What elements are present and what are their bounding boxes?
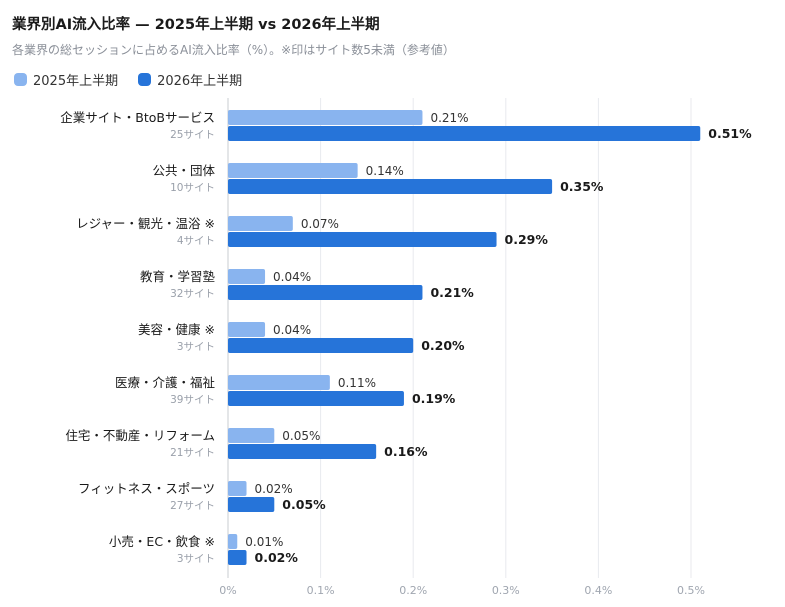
x-tick-label: 0% — [219, 584, 236, 597]
value-label-2026: 0.20% — [421, 338, 465, 353]
site-count-label: 32サイト — [170, 288, 215, 300]
value-label-2026: 0.51% — [708, 126, 752, 141]
category-label: 公共・団体 — [152, 163, 215, 178]
bar-2025[interactable] — [228, 481, 247, 496]
bar-2026[interactable] — [228, 179, 553, 194]
legend: 2025年上半期 2026年上半期 — [14, 70, 262, 89]
chart-title: 業界別AI流入比率 — 2025年上半期 vs 2026年上半期 — [12, 17, 380, 33]
bar-2026[interactable] — [228, 338, 414, 353]
bar-2025[interactable] — [228, 216, 293, 231]
x-tick-label: 0.3% — [492, 584, 520, 597]
site-count-label: 25サイト — [170, 129, 215, 141]
site-count-label: 10サイト — [170, 182, 215, 194]
site-count-label: 3サイト — [177, 341, 215, 353]
site-count-label: 39サイト — [170, 394, 215, 406]
value-label-2026: 0.02% — [255, 550, 299, 565]
value-label-2025: 0.05% — [282, 429, 320, 443]
category-label: レジャー・観光・温浴 ※ — [76, 216, 215, 231]
bar-2026[interactable] — [228, 497, 275, 512]
value-label-2025: 0.07% — [301, 217, 339, 231]
site-count-label: 3サイト — [177, 553, 215, 565]
bar-2025[interactable] — [228, 163, 358, 178]
x-tick-label: 0.5% — [677, 584, 705, 597]
site-count-label: 21サイト — [170, 447, 215, 459]
bar-2026[interactable] — [228, 444, 377, 459]
x-tick-label: 0.2% — [399, 584, 427, 597]
legend-item-2026[interactable]: 2026年上半期 — [138, 70, 242, 89]
legend-label-2025: 2025年上半期 — [33, 74, 119, 89]
site-count-label: 4サイト — [177, 235, 215, 247]
bar-2025[interactable] — [228, 534, 238, 549]
bar-2026[interactable] — [228, 285, 423, 300]
bar-2026[interactable] — [228, 126, 701, 141]
category-label: フィットネス・スポーツ — [78, 481, 215, 496]
bar-2026[interactable] — [228, 550, 247, 565]
bar-2025[interactable] — [228, 375, 330, 390]
legend-label-2026: 2026年上半期 — [157, 74, 243, 89]
bar-2026[interactable] — [228, 232, 497, 247]
value-label-2025: 0.01% — [245, 535, 283, 549]
value-label-2025: 0.21% — [430, 111, 468, 125]
legend-swatch-2025 — [14, 73, 27, 86]
category-label: 小売・EC・飲食 ※ — [109, 534, 215, 549]
x-tick-label: 0.4% — [584, 584, 612, 597]
legend-item-2025[interactable]: 2025年上半期 — [14, 70, 118, 89]
bar-2026[interactable] — [228, 391, 404, 406]
category-label: 企業サイト・BtoBサービス — [60, 110, 215, 125]
value-label-2026: 0.19% — [412, 391, 456, 406]
value-label-2026: 0.35% — [560, 179, 604, 194]
category-label: 住宅・不動産・リフォーム — [65, 428, 215, 443]
value-label-2026: 0.05% — [282, 497, 326, 512]
category-label: 美容・健康 ※ — [138, 322, 215, 337]
bar-2025[interactable] — [228, 269, 266, 284]
legend-swatch-2026 — [138, 73, 152, 86]
category-label: 教育・学習塾 — [140, 269, 215, 284]
value-label-2026: 0.21% — [430, 285, 474, 300]
category-label: 医療・介護・福祉 — [115, 375, 216, 390]
chart-subtitle: 各業界の総セッションに占めるAI流入比率（%）。※印はサイト数5未満（参考値） — [12, 43, 455, 57]
bar-2025[interactable] — [228, 322, 266, 337]
site-count-label: 27サイト — [170, 500, 215, 512]
value-label-2025: 0.04% — [273, 323, 311, 337]
x-tick-label: 0.1% — [307, 584, 335, 597]
value-label-2025: 0.14% — [366, 164, 404, 178]
value-label-2026: 0.16% — [384, 444, 428, 459]
bar-2025[interactable] — [228, 428, 275, 443]
bar-2025[interactable] — [228, 110, 423, 125]
value-label-2026: 0.29% — [505, 232, 549, 247]
value-label-2025: 0.04% — [273, 270, 311, 284]
value-label-2025: 0.02% — [255, 482, 293, 496]
value-label-2025: 0.11% — [338, 376, 376, 390]
